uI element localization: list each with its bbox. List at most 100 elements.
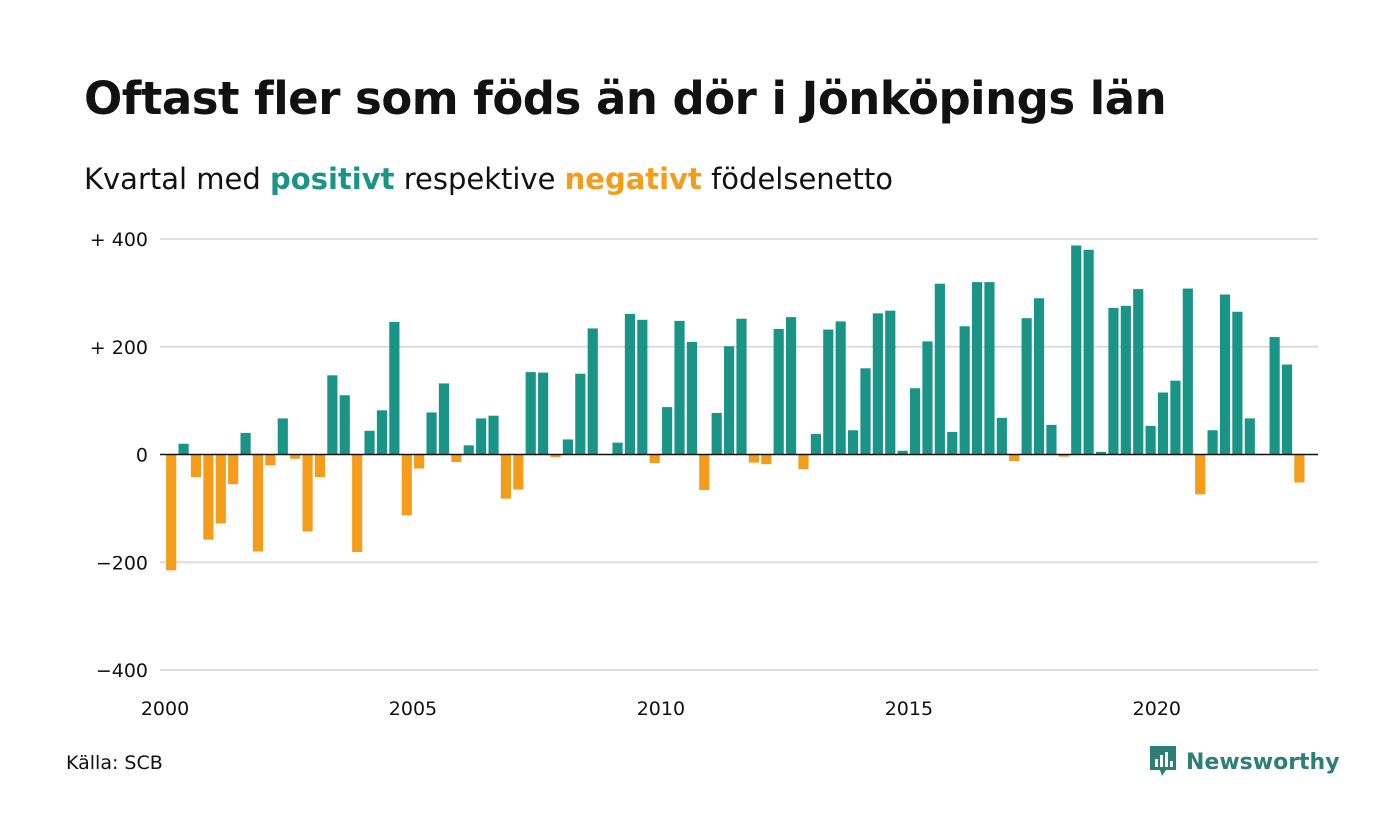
bar [798,454,809,470]
x-tick-label: 2000 [141,698,189,720]
bar [711,413,722,455]
bar [364,430,375,455]
bar [376,410,388,455]
bar [1244,418,1255,455]
bar [947,431,958,455]
bar [736,318,747,455]
y-tick-label: + 200 [90,337,148,359]
bar [525,372,536,455]
y-tick-label: −400 [96,660,148,682]
bar [1207,430,1218,455]
bar [1170,380,1181,455]
bar [252,454,264,552]
chart-title: Oftast fler som föds än dör i Jönköpings… [84,72,1167,125]
bar [302,454,313,532]
bar [674,320,685,455]
bar [823,329,834,455]
bar [414,454,425,469]
subtitle-suffix: födelsenetto [701,162,893,196]
bar [847,430,859,455]
bar [897,450,908,455]
bar [1083,249,1094,455]
bar [166,454,177,571]
bar [835,321,846,455]
bar [1157,392,1169,455]
bar [538,372,549,455]
bar [389,321,400,455]
bar [290,454,301,459]
bar [190,454,202,478]
bar [513,454,524,490]
subtitle-positive-word: positivt [270,162,395,196]
newsworthy-logo: Newsworthy [1148,744,1340,780]
bar [587,328,598,455]
bar [488,415,499,455]
bar [339,395,350,455]
brand-name: Newsworthy [1186,749,1340,775]
bar [500,454,512,499]
bar [1145,425,1156,455]
bar [550,454,561,458]
bar [885,310,896,455]
bar [1195,454,1206,495]
bar [984,282,995,455]
bar [240,432,251,455]
bar [1058,454,1069,457]
x-tick-label: 2020 [1133,698,1181,720]
bar [438,383,450,455]
bar [773,328,784,455]
bar [724,346,735,455]
bar [1120,305,1131,455]
bar [786,317,797,455]
bar [265,454,276,466]
y-tick-label: + 400 [90,229,148,251]
bar [352,454,363,553]
bar [1133,289,1144,455]
bar [909,388,921,455]
subtitle-negative-word: negativt [564,162,702,196]
source-note: Källa: SCB [66,752,163,774]
y-tick-label: −200 [96,552,148,574]
y-tick-label: 0 [136,445,148,467]
x-tick-label: 2010 [637,698,685,720]
bar [1182,288,1193,455]
bar [1108,307,1119,455]
bar [463,445,474,455]
bar [426,412,437,455]
bar [686,341,697,455]
bar [761,454,772,465]
bar [314,454,326,478]
bar [699,454,710,491]
bar [637,319,648,455]
bar [649,454,660,464]
newsworthy-logo-icon [1150,746,1176,776]
bar [996,417,1007,455]
bar [1219,294,1231,455]
bar [178,443,189,455]
bar [327,375,338,455]
bar [934,283,945,455]
bar [1071,245,1082,455]
bar [215,454,226,524]
bar [1095,451,1107,455]
bar-chart: + 400 + 200 0 −200 −400 2000 2005 2010 2015 2020 [90,229,1318,720]
bar [203,454,214,540]
x-tick-label: 2005 [389,698,437,720]
bar [662,407,673,455]
bar [959,326,970,455]
bar [612,442,623,455]
bar [1269,337,1280,455]
bar [1021,318,1032,455]
bar [1232,311,1243,455]
bar [1281,364,1293,455]
bar [401,454,412,516]
bar [1033,298,1045,455]
bar [748,454,759,463]
bar [1294,454,1305,483]
bar [624,313,636,455]
bar [1009,454,1020,461]
bar [1046,424,1057,455]
bar [971,282,983,455]
bar [451,454,462,463]
bar [872,313,883,455]
